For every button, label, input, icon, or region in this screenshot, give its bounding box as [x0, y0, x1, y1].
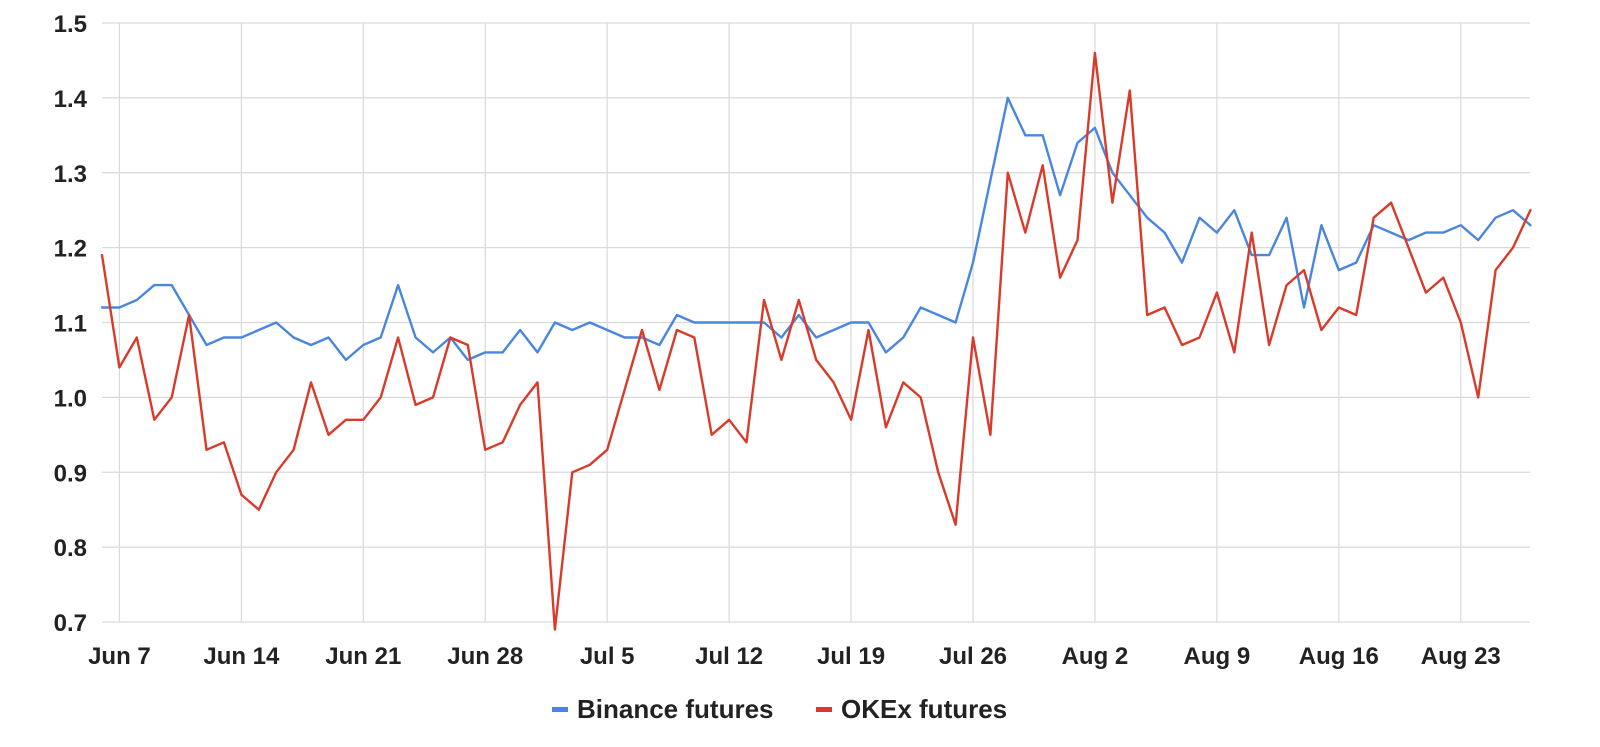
x-tick-label: Jul 12 — [695, 643, 763, 670]
x-tick-label: Jul 5 — [580, 643, 635, 670]
y-tick-label: 1.2 — [54, 236, 87, 263]
y-tick-label: 1.3 — [54, 161, 87, 188]
y-tick-label: 0.9 — [54, 460, 87, 487]
y-tick-label: 1.1 — [54, 311, 87, 338]
x-tick-label: Aug 16 — [1299, 643, 1379, 670]
x-tick-label: Aug 9 — [1184, 643, 1251, 670]
legend-label: Binance futures — [577, 694, 774, 724]
x-tick-label: Jun 21 — [325, 643, 401, 670]
series-lines — [100, 51, 1532, 631]
series-line-okex-futures — [100, 51, 1532, 631]
legend-swatch — [816, 707, 832, 712]
legend-swatch — [552, 707, 568, 712]
horizontal-gridlines — [102, 22, 1530, 623]
legend: Binance futures OKEx futures — [552, 694, 1007, 724]
y-tick-label: 0.7 — [54, 610, 87, 637]
x-tick-label: Jul 26 — [939, 643, 1007, 670]
x-tick-label: Aug 23 — [1421, 643, 1501, 670]
x-tick-label: Aug 2 — [1062, 643, 1129, 670]
x-axis-tick-labels: Jun 7 Jun 14 Jun 21 Jun 28 Jul 5 Jul 12 Jul 19… — [88, 643, 1501, 670]
x-tick-label: Jun 28 — [447, 643, 523, 670]
x-tick-label: Jul 19 — [817, 643, 885, 670]
y-tick-label: 1.4 — [54, 86, 88, 113]
series-line-binance-futures — [100, 96, 1532, 362]
y-axis-tick-labels: 0.7 0.8 0.9 1.0 1.1 1.2 1.3 1.4 1.5 — [54, 11, 88, 637]
x-tick-label: Jun 14 — [203, 643, 280, 670]
y-tick-label: 1.5 — [54, 11, 87, 38]
legend-label: OKEx futures — [841, 694, 1007, 724]
y-tick-label: 0.8 — [54, 535, 87, 562]
x-tick-label: Jun 7 — [88, 643, 151, 670]
y-tick-label: 1.0 — [54, 385, 87, 412]
